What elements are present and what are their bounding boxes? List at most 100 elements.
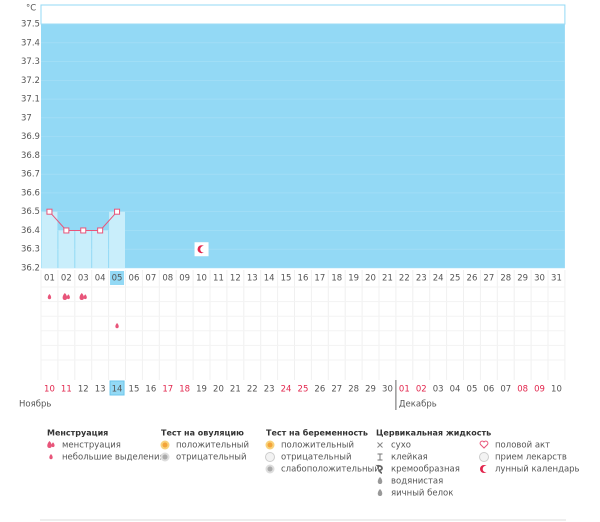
legend-item: кремообразная <box>391 465 460 475</box>
selected-day <box>110 271 125 285</box>
day-label: 20 <box>365 274 376 284</box>
sun-core <box>267 442 273 448</box>
day-label: 02 <box>61 274 72 284</box>
day-label: 06 <box>129 274 140 284</box>
point <box>46 208 53 215</box>
core <box>162 454 168 460</box>
day-label: 18 <box>331 274 342 284</box>
icon-gdrop <box>377 489 383 496</box>
icon-x <box>377 442 383 448</box>
circle <box>265 452 275 462</box>
cycle-day: 30 <box>382 385 393 395</box>
legend-item: клейкая <box>391 453 428 463</box>
selected-cycle <box>109 380 125 396</box>
y-axis-label: °C <box>26 4 36 14</box>
icon-sun <box>160 440 170 450</box>
legend-title: Тест на беременность <box>266 428 368 438</box>
drop <box>83 294 87 300</box>
legend-item: положительный <box>176 441 249 451</box>
cycle-day: 20 <box>213 385 224 395</box>
cycle-day: 08 <box>517 385 528 395</box>
y-tick-label: 36.3 <box>21 245 40 255</box>
day-label: 15 <box>281 274 292 284</box>
month-label: Декабрь <box>399 400 437 410</box>
legend-item: яичный белок <box>391 489 453 499</box>
icon-moon <box>480 465 490 473</box>
cycle-day: 27 <box>331 385 342 395</box>
legend-title: Менструация <box>47 429 108 438</box>
icon-white <box>479 452 489 462</box>
moon-cut <box>200 245 207 253</box>
y-tick-label: 36.7 <box>21 170 40 180</box>
value-column <box>92 230 109 268</box>
cycle-day: 11 <box>61 385 72 395</box>
legend-item: отрицательный <box>176 453 246 463</box>
drop <box>377 477 383 484</box>
icon-swirl <box>376 464 383 474</box>
legend-item: слабоположительный <box>281 465 380 475</box>
cycle-day: 24 <box>281 385 292 395</box>
y-tick-label: 37.5 <box>21 20 40 30</box>
day-label: 21 <box>382 274 393 284</box>
cycle-day: 12 <box>78 385 89 395</box>
drop <box>51 442 55 448</box>
day-label: 25 <box>450 274 461 284</box>
day-label: 04 <box>95 274 106 284</box>
y-tick-label: 36.9 <box>21 132 40 142</box>
icon-drop2 <box>79 293 87 300</box>
y-tick-label: 37.1 <box>21 95 40 105</box>
icon-drop2 <box>47 441 55 448</box>
icon-drop <box>115 323 119 329</box>
icon-white <box>265 452 275 462</box>
cycle-day: 22 <box>247 385 258 395</box>
y-tick-label: 37.4 <box>21 38 40 48</box>
cycle-day: 04 <box>450 385 461 395</box>
legend-title: Тест на овуляцию <box>161 429 244 438</box>
drop <box>47 294 52 300</box>
icon-gray <box>160 452 170 462</box>
y-tick-label: 37.3 <box>21 57 40 67</box>
drop <box>377 489 383 496</box>
day-label: 11 <box>213 274 224 284</box>
day-label: 23 <box>416 274 427 284</box>
day-label: 27 <box>483 274 494 284</box>
day-label: 30 <box>534 274 545 284</box>
icon-drop <box>47 294 52 300</box>
cycle-day: 10 <box>44 385 55 395</box>
point <box>97 227 104 234</box>
value-column <box>58 230 75 268</box>
value-column <box>75 230 92 268</box>
value-column <box>109 211 125 268</box>
cycle-day: 25 <box>298 385 309 395</box>
day-label: 31 <box>551 274 562 284</box>
point <box>63 227 70 234</box>
legend-item: сухо <box>391 441 411 451</box>
circle <box>479 452 489 462</box>
day-label: 14 <box>264 274 275 284</box>
x <box>377 442 383 448</box>
cycle-day: 03 <box>433 385 444 395</box>
cycle-day: 13 <box>95 385 106 395</box>
swirl <box>376 464 383 474</box>
day-label: 26 <box>467 274 478 284</box>
icon-gdrop <box>377 477 383 484</box>
point <box>114 208 121 215</box>
cycle-day: 14 <box>112 385 123 395</box>
cycle-day: 23 <box>264 385 275 395</box>
cycle-day: 07 <box>500 385 511 395</box>
legend-item: половой акт <box>495 441 550 451</box>
legend-item: водянистая <box>391 477 443 487</box>
plot-area <box>41 24 565 268</box>
cycle-day: 19 <box>196 385 207 395</box>
day-label: 08 <box>162 274 173 284</box>
icon-gray <box>265 464 275 474</box>
legend-item: прием лекарств <box>495 453 567 463</box>
plot-top <box>40 4 566 25</box>
y-tick-label: 36.6 <box>21 188 40 198</box>
day-label: 19 <box>348 274 359 284</box>
drop <box>66 294 70 300</box>
icon-moon <box>197 245 207 254</box>
legend-item: положительный <box>281 441 354 451</box>
cycle-day: 15 <box>129 385 140 395</box>
